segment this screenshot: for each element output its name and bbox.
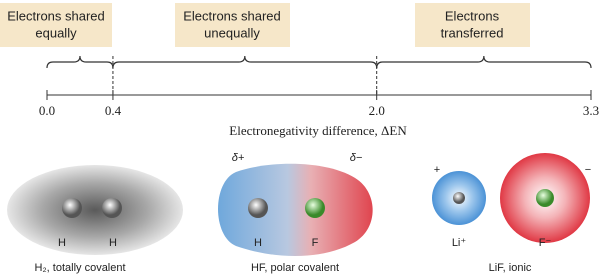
caption: LiF, ionic bbox=[489, 262, 532, 274]
partial-charge: δ+ bbox=[232, 152, 245, 164]
region-label: transferred bbox=[441, 25, 504, 40]
electron-cloud bbox=[218, 164, 373, 256]
partial-charge: δ− bbox=[350, 152, 363, 164]
atom-label: H bbox=[254, 237, 262, 249]
atom-label: H bbox=[109, 237, 117, 249]
tick-label: 3.3 bbox=[583, 103, 599, 118]
atom bbox=[536, 189, 554, 207]
caption: H₂, totally covalent bbox=[34, 262, 125, 274]
atom-label: F⁻ bbox=[539, 237, 552, 249]
axis-label: Electronegativity difference, ΔEN bbox=[229, 123, 407, 138]
brace bbox=[47, 56, 113, 68]
region-label: Electrons bbox=[445, 8, 500, 23]
atom bbox=[305, 198, 325, 218]
caption: HF, polar covalent bbox=[251, 262, 339, 274]
tick-label: 0.0 bbox=[39, 103, 55, 118]
region-label: equally bbox=[35, 25, 77, 40]
atom bbox=[62, 198, 82, 218]
brace bbox=[113, 56, 377, 68]
electron-cloud bbox=[7, 165, 183, 255]
tick-label: 2.0 bbox=[369, 103, 385, 118]
atom bbox=[453, 192, 465, 204]
regions: Electrons shared equally Electrons share… bbox=[0, 3, 530, 47]
atom bbox=[248, 198, 268, 218]
diagram: Electrons shared equally Electrons share… bbox=[0, 0, 605, 278]
ion-charge: + bbox=[434, 164, 440, 176]
atom-label: H bbox=[58, 237, 66, 249]
region-label: Electrons shared bbox=[7, 8, 105, 23]
atom-label: Li⁺ bbox=[452, 237, 467, 249]
region-label: unequally bbox=[204, 25, 260, 40]
ion-charge: − bbox=[585, 164, 591, 176]
brace bbox=[377, 56, 591, 68]
atom bbox=[102, 198, 122, 218]
atom-label: F bbox=[312, 237, 319, 249]
tick-label: 0.4 bbox=[105, 103, 122, 118]
region-label: Electrons shared bbox=[183, 8, 281, 23]
